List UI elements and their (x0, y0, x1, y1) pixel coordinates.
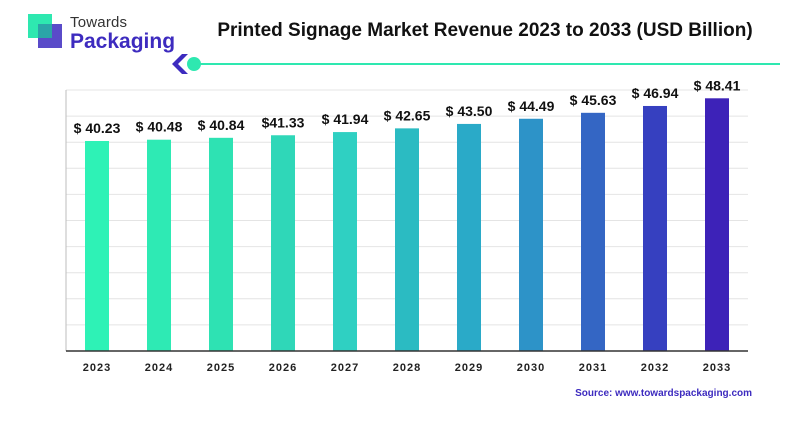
data-label: $ 46.94 (632, 85, 679, 101)
data-label: $ 43.50 (446, 103, 493, 119)
x-tick-label: 2030 (517, 362, 545, 374)
x-tick-label: 2024 (145, 362, 173, 374)
brand-logo: Towards Packaging (28, 10, 178, 54)
divider-chevron-icon (172, 54, 188, 74)
bar-2030 (519, 118, 543, 351)
bar-2023 (85, 140, 109, 351)
data-label: $ 42.65 (384, 107, 431, 123)
source-text: Source: www.towardspackaging.com (575, 388, 752, 399)
data-label: $ 40.84 (198, 117, 245, 133)
x-tick-label: 2028 (393, 362, 421, 374)
brand-name-bottom: Packaging (70, 30, 176, 53)
logo-mark-icon (28, 14, 62, 48)
x-tick-label: 2026 (269, 362, 297, 374)
x-tick-label: 2023 (83, 362, 111, 374)
bar-2031 (581, 112, 605, 351)
brand-name-top: Towards (70, 14, 128, 31)
divider-dot-icon (187, 57, 201, 71)
bar-2028 (395, 128, 419, 351)
title-divider (172, 54, 780, 74)
bar-2027 (333, 132, 357, 351)
x-tick-label: 2031 (579, 362, 607, 374)
data-label: $41.33 (262, 114, 305, 130)
x-tick-label: 2029 (455, 362, 483, 374)
x-tick-label: 2027 (331, 362, 359, 374)
data-label: $ 41.94 (322, 111, 369, 127)
data-label: $ 45.63 (570, 92, 617, 108)
bar-2032 (643, 105, 667, 351)
bar-2033 (705, 98, 729, 351)
bar-2025 (209, 137, 233, 351)
x-tick-label: 2033 (703, 362, 731, 374)
data-label: $ 48.41 (694, 77, 741, 93)
bar-2026 (271, 135, 295, 351)
chart-title: Printed Signage Market Revenue 2023 to 2… (217, 20, 753, 41)
data-label: $ 40.23 (74, 120, 121, 136)
bar-2024 (147, 139, 171, 351)
data-label: $ 40.48 (136, 119, 183, 135)
bar-2029 (457, 123, 481, 352)
x-tick-label: 2032 (641, 362, 669, 374)
data-label: $ 44.49 (508, 98, 555, 114)
x-tick-label: 2025 (207, 362, 235, 374)
